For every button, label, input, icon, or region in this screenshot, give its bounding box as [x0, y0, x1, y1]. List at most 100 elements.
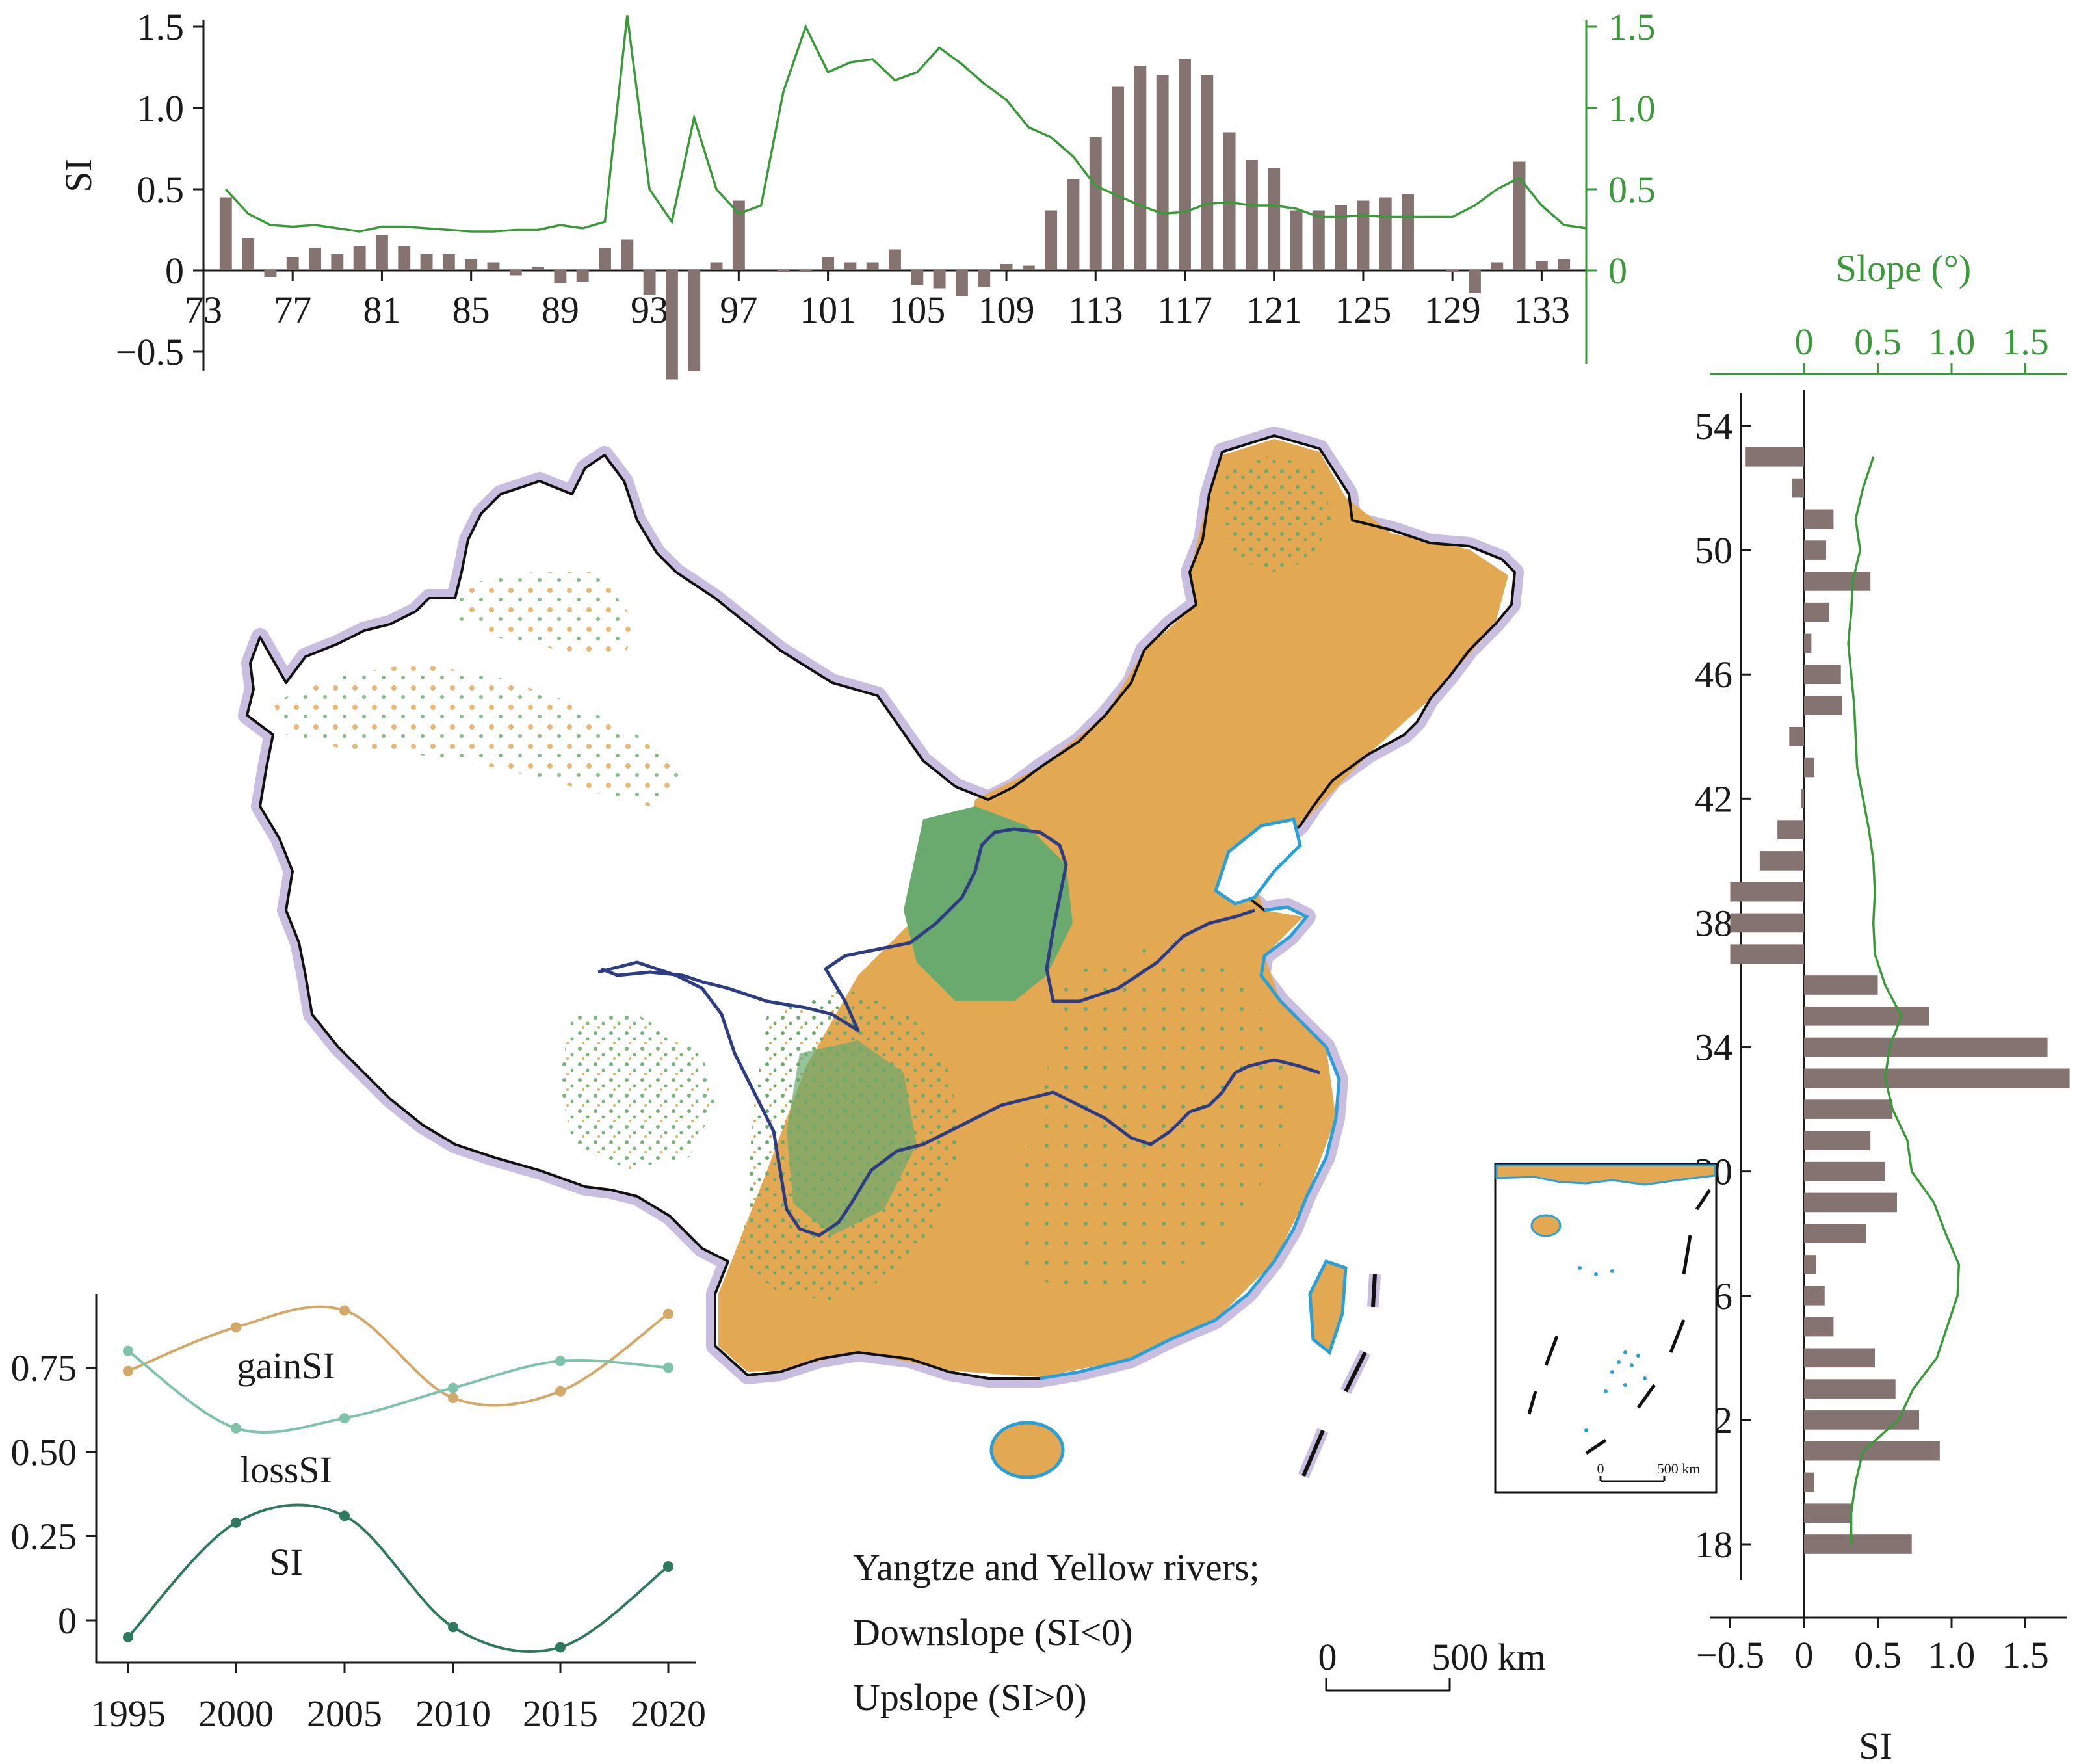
ts-ytick-label-0: 0: [58, 1599, 77, 1642]
lat-xtick-label-1: 0: [1795, 1634, 1814, 1676]
lat-bar-27: [1804, 1255, 1816, 1274]
boundary-dash-2-core: [1344, 1351, 1367, 1393]
lon-bar-96: [710, 262, 723, 270]
lon-bar-102: [844, 262, 857, 270]
ts-point-lossSI-2010: [448, 1382, 458, 1393]
lon-xtick-label-125: 125: [1335, 289, 1391, 331]
lat-bar-51: [1804, 509, 1834, 529]
lat-bar-37: [1730, 944, 1804, 964]
lat-ytick-label-50: 50: [1695, 529, 1732, 572]
latitude-panel: 18222630343842465054 −0.500.51.01.5 00.5…: [1695, 247, 2070, 1764]
ts-point-SI-2000: [231, 1517, 241, 1528]
hainan-island: [989, 1421, 1065, 1479]
coastline: [1040, 905, 1341, 1380]
china-map: [238, 427, 1524, 1479]
lon-bar-77: [286, 257, 299, 270]
mixed-region-east: [1014, 949, 1294, 1300]
lat-ytick-label-42: 42: [1695, 778, 1732, 820]
lon-bar-122: [1290, 210, 1303, 270]
ts-point-lossSI-2020: [663, 1362, 673, 1373]
lon-xtick-label-81: 81: [363, 289, 400, 331]
mixed-region-northeast: [1222, 455, 1333, 572]
lon-xtick-label-77: 77: [274, 289, 311, 331]
legend-rivers: Yangtze and Yellow rivers;: [853, 1546, 1260, 1588]
ts-point-gainSI-2005: [339, 1305, 350, 1316]
lat-bar-50: [1804, 540, 1827, 560]
lon-bar-75: [242, 238, 255, 270]
lon-xtick-label-85: 85: [452, 289, 490, 331]
lon-bar-126: [1379, 197, 1392, 270]
lon-y2tick-label-1: 0.5: [1608, 168, 1656, 211]
lon-y2tick-label-2: 1.0: [1608, 87, 1656, 129]
lat-bar-24: [1804, 1348, 1875, 1368]
lat-bar-22: [1804, 1410, 1920, 1430]
boundary-dash-3-core: [1301, 1429, 1325, 1477]
lon-bar-97: [732, 200, 745, 270]
inset-scale-zero: 0: [1597, 1460, 1604, 1477]
ts-xtick-label-2015: 2015: [523, 1692, 598, 1735]
lat-ytick-label-38: 38: [1695, 902, 1732, 944]
lat-ytick-label-34: 34: [1695, 1027, 1732, 1069]
lat-bar-38: [1730, 913, 1804, 933]
lon-bar-105: [911, 270, 924, 285]
scale-zero: 0: [1318, 1636, 1337, 1678]
lat-bar-29: [1804, 1192, 1898, 1213]
lon-bar-112: [1067, 179, 1080, 270]
lon-y2-ticks: 0 0.5 1.0 1.5: [1586, 6, 1656, 292]
ts-point-lossSI-2015: [555, 1356, 566, 1367]
lon-ytick-label-0: −0.5: [116, 331, 184, 373]
lon-bar-106: [933, 270, 946, 289]
lat-xtick-label-3: 1.0: [1928, 1634, 1976, 1676]
ts-point-SI-1995: [123, 1631, 133, 1642]
lon-bar-80: [353, 246, 366, 270]
lon-bar-104: [889, 249, 901, 270]
mixed-region-hengduan: [559, 1014, 715, 1170]
lon-bar-81: [376, 235, 388, 270]
lat-bar-33: [1804, 1068, 2070, 1088]
scale-label: 500 km: [1432, 1636, 1546, 1678]
ts-line-gainSI: [127, 1305, 670, 1407]
yellow-river: [601, 827, 1255, 1033]
lon-bar-113: [1089, 137, 1102, 270]
lon-bar-85: [465, 259, 478, 270]
inset-dash-7: [1527, 1391, 1537, 1415]
lon-bar-109: [1000, 264, 1013, 270]
inset-frame: [1494, 1163, 1718, 1494]
lon-bar-120: [1245, 160, 1258, 270]
ts-point-SI-2010: [448, 1622, 458, 1633]
lon-bar-108: [978, 270, 991, 287]
lon-bar-92: [621, 239, 634, 270]
longitude-panel: −0.5 0 0.5 1.0 1.5 0 0.5 1.0 1.5 73 77 81 85 89 93 97…: [57, 6, 1656, 380]
lon-bar-82: [398, 246, 411, 270]
ts-xtick-label-2005: 2005: [307, 1692, 382, 1735]
lat-bar-36: [1804, 975, 1878, 995]
downslope-region-loess: [904, 806, 1073, 1001]
lon-ytick-label-3: 1.0: [137, 87, 185, 129]
lon-bar-114: [1112, 86, 1124, 270]
lon-xtick-label-97: 97: [720, 289, 757, 331]
lon-x-ticks: 73 77 81 85 89 93 97 101 105 109 113 117 121 125 129 13…: [185, 270, 1570, 331]
lat-bar-45: [1804, 696, 1843, 715]
lat-x2tick-label-1: 0.5: [1854, 321, 1902, 363]
ts-point-gainSI-1995: [123, 1365, 133, 1376]
lat-bar-52: [1792, 478, 1804, 498]
ts-lines: [123, 1305, 673, 1653]
lon-bar-133: [1535, 261, 1548, 270]
lon-bar-87: [509, 270, 522, 276]
lon-ytick-label-1: 0: [165, 250, 184, 292]
lon-bar-103: [866, 262, 879, 270]
lon-bars: [219, 59, 1571, 380]
ts-line-lossSI: [127, 1349, 669, 1434]
lat-x2tick-label-0: 0: [1795, 321, 1814, 363]
ts-point-SI-2020: [663, 1561, 673, 1572]
ts-point-gainSI-2000: [231, 1322, 241, 1333]
lat-bar-39: [1730, 882, 1804, 902]
inset-dash-5: [1585, 1438, 1607, 1455]
lon-xtick-label-109: 109: [978, 289, 1035, 331]
lon-bar-125: [1357, 200, 1370, 270]
lon-xtick-label-121: 121: [1246, 289, 1302, 331]
bohai-sea: [1214, 817, 1302, 906]
legend-downslope: Downslope (SI<0): [853, 1611, 1133, 1653]
ts-point-lossSI-2005: [339, 1413, 350, 1424]
